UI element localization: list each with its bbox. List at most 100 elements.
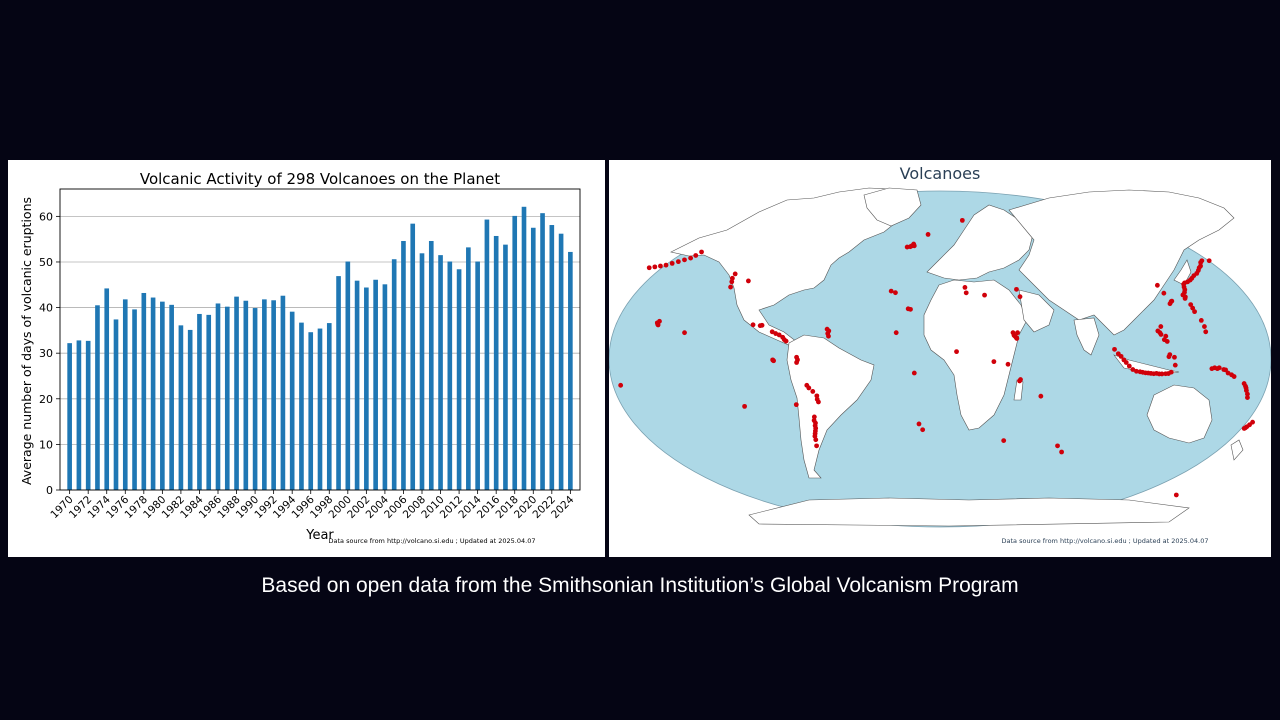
bar-1987 (224, 306, 230, 490)
bar-2023 (558, 233, 564, 490)
volcano-marker (810, 389, 816, 394)
volcano-marker (1112, 346, 1117, 352)
volcano-marker (759, 322, 765, 328)
bar-1979 (150, 297, 156, 490)
bar-2000 (345, 261, 351, 490)
bar-1973 (95, 305, 100, 490)
bar-1974 (104, 288, 110, 490)
volcano-marker (1005, 361, 1011, 367)
volcano-marker (1188, 302, 1194, 308)
volcano-marker (652, 264, 658, 270)
volcano-marker (663, 262, 669, 268)
volcano-marker (893, 330, 899, 336)
bar-1994 (289, 311, 295, 490)
bar-chart-panel: Volcanic Activity of 298 Volcanoes on th… (8, 160, 605, 557)
y-tick-label: 50 (39, 256, 53, 269)
bar-2024 (568, 251, 573, 490)
bar-1989 (243, 300, 249, 490)
y-tick-label: 40 (39, 302, 53, 315)
chart-footnote: Data source from http://volcano.si.edu ;… (329, 537, 536, 545)
volcano-marker (1241, 426, 1247, 431)
land-antarctica (748, 497, 1190, 527)
volcano-marker (824, 326, 830, 332)
land-greenland (863, 187, 922, 227)
bar-1982 (178, 325, 184, 490)
volcano-marker (742, 403, 747, 409)
volcano-marker (962, 285, 968, 290)
volcano-marker (693, 253, 699, 258)
bar-1978 (141, 292, 147, 490)
volcano-marker (658, 263, 663, 269)
caption: Based on open data from the Smithsonian … (261, 574, 1019, 597)
volcano-marker (793, 402, 799, 408)
bar-1990 (252, 308, 258, 490)
volcano-marker (1134, 368, 1139, 374)
volcano-marker (732, 271, 738, 277)
map-panel: Volcanoes Data source from http://volcan… (609, 160, 1271, 557)
bar-2022 (549, 225, 555, 490)
volcano-marker (1169, 298, 1175, 304)
volcano-marker (1250, 419, 1255, 425)
bar-1986 (215, 303, 221, 490)
bar-1999 (336, 276, 341, 490)
land-africa (923, 279, 1028, 431)
volcano-marker (682, 257, 687, 263)
volcano-marker (1155, 328, 1161, 334)
volcano-marker (959, 217, 965, 223)
volcano-marker (750, 322, 756, 328)
volcano-marker (1202, 324, 1207, 329)
x-axis-label: Year (305, 528, 334, 543)
volcano-marker (1118, 353, 1124, 359)
bar-2021 (540, 213, 545, 490)
volcano-marker (783, 338, 789, 344)
volcano-marker (908, 306, 913, 312)
bar-1996 (308, 332, 314, 490)
map-title: Volcanoes (900, 164, 981, 183)
volcano-marker (1001, 438, 1007, 443)
volcano-marker (646, 265, 652, 271)
volcano-marker (1161, 290, 1167, 296)
bar-1988 (234, 296, 239, 490)
volcano-marker (954, 349, 959, 355)
bar-chart: Volcanic Activity of 298 Volcanoes on th… (19, 170, 581, 545)
volcano-marker (794, 360, 799, 365)
bar-1972 (85, 340, 91, 490)
bar-1983 (187, 329, 193, 490)
volcano-marker (888, 288, 894, 294)
volcano-marker (1055, 443, 1060, 449)
volcano-marker (688, 255, 694, 261)
land-australia (1146, 384, 1213, 444)
volcano-marker (776, 332, 782, 338)
bar-2015 (484, 219, 490, 490)
volcano-marker (991, 359, 997, 365)
volcano-marker (911, 370, 917, 376)
volcano-marker (814, 443, 819, 449)
volcano-marker (1159, 371, 1165, 377)
volcano-marker (771, 358, 776, 364)
bar-2013 (466, 247, 471, 490)
volcano-marker (816, 399, 821, 405)
chart-title: Volcanic Activity of 298 Volcanoes on th… (140, 170, 500, 188)
volcano-marker (1010, 330, 1016, 336)
volcano-marker (1192, 309, 1197, 315)
volcano-marker (1158, 324, 1164, 329)
land-masses (670, 187, 1244, 527)
volcano-marker (682, 330, 687, 336)
map-footnote: Data source from http://volcano.si.edu ;… (1002, 537, 1209, 545)
bar-2012 (456, 269, 462, 490)
y-axis-label: Average number of days of volcanic erupt… (19, 197, 34, 485)
volcano-marker (657, 318, 662, 324)
bar-1984 (197, 313, 202, 490)
volcano-marker (1126, 363, 1132, 369)
bar-1992 (271, 300, 276, 490)
volcano-marker (1172, 354, 1177, 360)
volcano-marker (699, 249, 704, 255)
volcano-marker (982, 292, 987, 298)
y-tick-label: 20 (39, 393, 53, 406)
volcano-marker (1161, 337, 1167, 343)
bar-1981 (169, 304, 174, 490)
volcano-marker (1017, 378, 1022, 384)
volcano-marker (729, 279, 735, 285)
volcano-marker (1154, 282, 1160, 288)
bar-2020 (530, 227, 536, 491)
